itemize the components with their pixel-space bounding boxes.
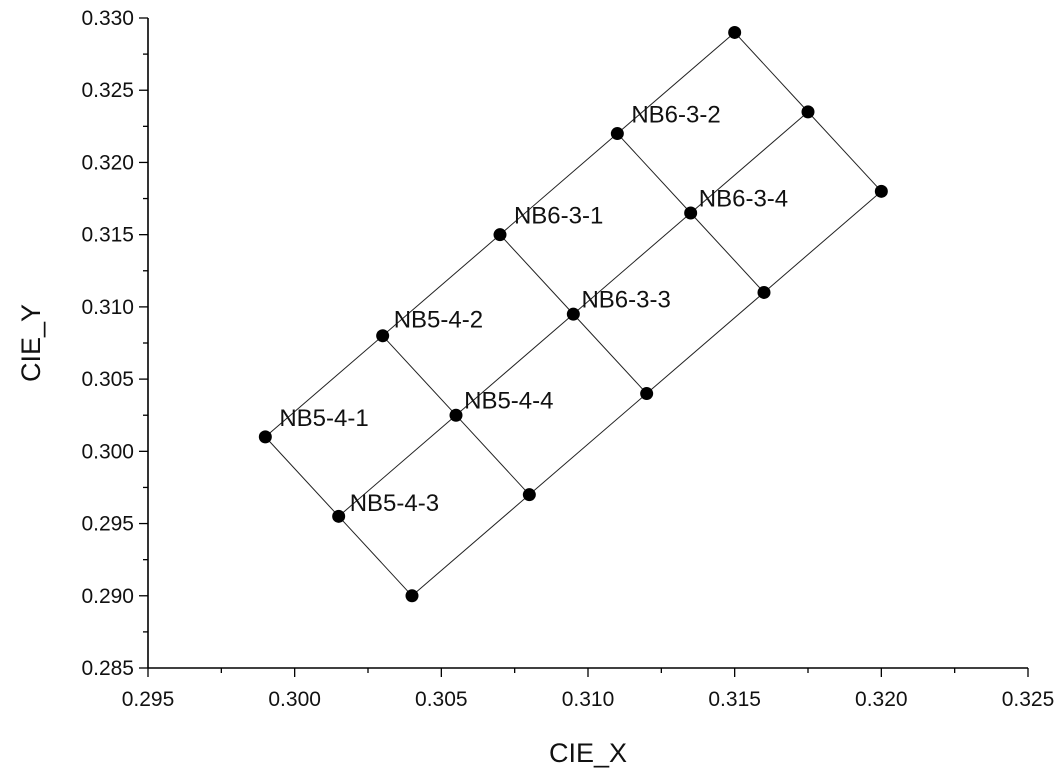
data-point [684,206,698,220]
region-label: NB6-3-1 [514,203,603,230]
y-tick-label: 0.315 [81,224,134,247]
x-axis-title: CIE_X [549,738,627,768]
data-point [874,184,888,198]
x-tick-label: 0.300 [268,688,321,711]
region-label: NB6-3-3 [581,286,670,313]
data-point [566,307,580,321]
region-label: NB5-4-3 [350,490,439,517]
y-axis-ticks: 0.285 0.290 0.295 0.300 0.305 0.310 0.315 0.320… [81,7,148,680]
y-tick-label: 0.300 [81,440,134,463]
x-axis-ticks: 0.295 0.300 0.305 0.310 0.315 0.320 0.325 [122,668,1055,711]
region-label: NB5-4-2 [394,307,483,334]
y-tick-label: 0.290 [81,585,134,608]
data-point [449,408,463,422]
y-tick-label: 0.320 [81,151,134,174]
region-label: NB6-3-4 [699,185,788,212]
region-label: NB5-4-4 [464,388,553,415]
data-point [801,105,815,119]
data-point [757,285,771,299]
data-point [640,387,654,401]
region-label: NB6-3-2 [631,102,720,129]
axes [147,18,1028,669]
y-tick-label: 0.295 [81,513,134,536]
data-point [728,25,742,39]
x-tick-label: 0.305 [415,688,468,711]
y-tick-label: 0.330 [81,7,134,30]
x-tick-label: 0.320 [855,688,908,711]
y-tick-label: 0.285 [81,657,134,680]
data-point [258,430,272,444]
y-tick-label: 0.310 [81,296,134,319]
data-point [405,589,419,603]
data-point [376,329,390,343]
y-axis-title: CIE_Y [16,304,46,382]
x-tick-label: 0.295 [122,688,175,711]
region-label: NB5-4-1 [279,405,368,432]
data-point [610,127,624,141]
y-tick-label: 0.325 [81,79,134,102]
x-tick-label: 0.315 [708,688,761,711]
y-tick-label: 0.305 [81,368,134,391]
x-tick-label: 0.310 [562,688,615,711]
x-tick-label: 0.325 [1002,688,1055,711]
data-point [493,228,507,242]
data-point [522,488,536,502]
region-labels: NB5-4-1 NB5-4-3 NB5-4-2 NB5-4-4 NB6-3-1 NB6-3… [279,102,788,518]
data-point [332,509,346,523]
data-points [258,25,888,603]
